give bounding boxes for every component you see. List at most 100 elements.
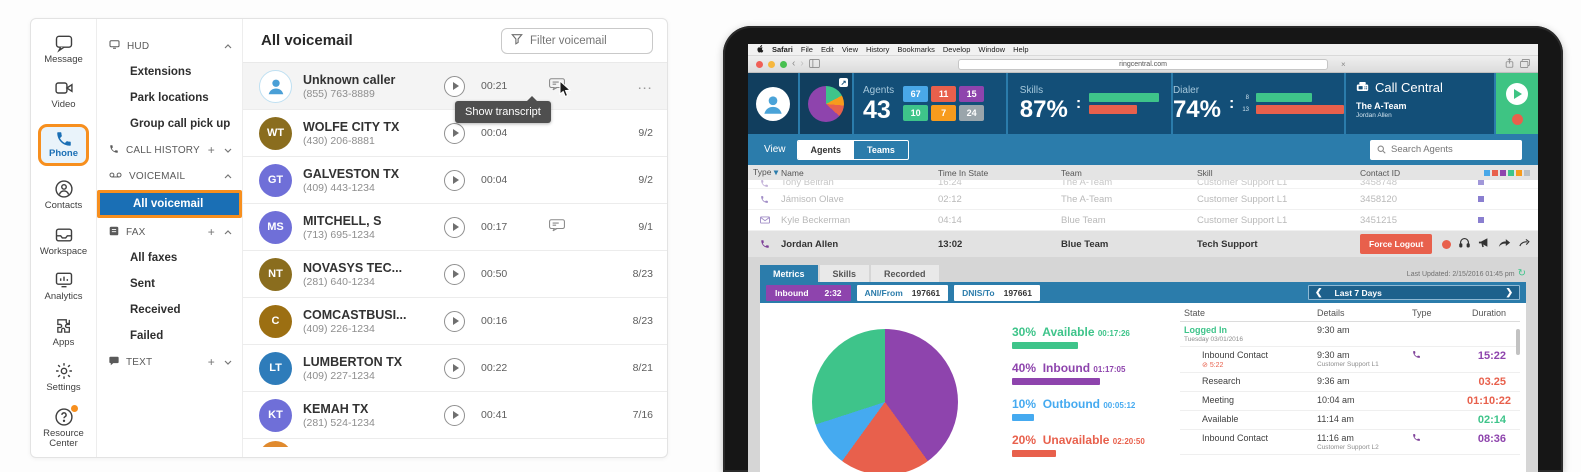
sidebar-section-fax[interactable]: FAX + (97, 219, 242, 245)
voicemail-row[interactable]: LT LUMBERTON TX (409) 227-1234 00:22 8/2… (243, 345, 667, 392)
sidebar-item-failed[interactable]: Failed (130, 330, 164, 342)
sidebar-item-all-voicemail[interactable]: All voicemail (97, 190, 242, 218)
sidebar-section-voicemail[interactable]: VOICEMAIL (97, 163, 242, 189)
rail-item-settings[interactable]: Settings (34, 361, 94, 393)
close-tab-icon[interactable]: × (1341, 59, 1346, 69)
filter-voicemail-input[interactable] (530, 34, 640, 47)
tab-recorded[interactable]: Recorded (871, 265, 939, 282)
agent-row-clipped[interactable]: Tony Beltran 16:24 The A-Team Customer S… (748, 180, 1538, 189)
share-icon[interactable] (1505, 58, 1514, 70)
search-agents-box[interactable] (1370, 139, 1522, 160)
show-transcript-icon[interactable] (548, 218, 566, 237)
chevron-up-icon[interactable] (224, 43, 232, 49)
search-agents-input[interactable] (1391, 144, 1506, 155)
agent-row[interactable]: Kyle Beckerman 04:14 Blue Team Customer … (748, 210, 1538, 231)
agents-tile[interactable]: Agents 43 67 11 15 10 7 24 (854, 73, 1006, 134)
chevron-up-icon[interactable] (224, 229, 232, 235)
transfer-arrow-icon[interactable] (1498, 238, 1511, 251)
chevron-right-icon[interactable]: ❯ (1505, 287, 1513, 297)
voicemail-row[interactable]: MS MITCHELL, S (713) 695-1234 00:17 9/1 (243, 204, 667, 251)
rail-item-video[interactable]: Video (34, 78, 94, 110)
tab-skills[interactable]: Skills (819, 265, 870, 282)
voicemail-row[interactable]: KT KEMAH TX (281) 524-1234 00:41 7/16 (243, 392, 667, 439)
force-logout-button[interactable]: Force Logout (1360, 234, 1433, 254)
add-icon[interactable]: + (207, 143, 215, 157)
menu-history[interactable]: History (866, 45, 890, 54)
add-icon[interactable]: + (207, 225, 215, 239)
more-menu-button[interactable]: ... (638, 80, 653, 92)
voicemail-row[interactable]: GT GALVESTON TX (409) 443-1234 00:04 9/2 (243, 157, 667, 204)
sidebar-item-extensions[interactable]: Extensions (130, 66, 192, 78)
rail-item-phone[interactable]: Phone (34, 123, 94, 167)
play-button[interactable] (444, 216, 465, 238)
record-button[interactable] (1511, 113, 1523, 125)
scrollbar-thumb[interactable] (1516, 329, 1520, 355)
rail-item-workspace[interactable]: Workspace (34, 225, 94, 257)
zoom-window-button[interactable] (780, 60, 787, 68)
filter-voicemail-box[interactable] (501, 27, 653, 54)
add-icon[interactable]: + (207, 355, 215, 369)
menu-edit[interactable]: Edit (820, 45, 834, 54)
sidebar-toggle-icon[interactable] (808, 55, 820, 73)
chevron-down-icon[interactable] (224, 360, 232, 365)
forward-button[interactable]: › (800, 58, 804, 69)
play-button[interactable] (1506, 82, 1528, 105)
tab-metrics[interactable]: Metrics (760, 265, 818, 282)
agent-row[interactable]: Jámison Olave 02:12 The A-Team Customer … (748, 189, 1538, 210)
chevron-up-icon[interactable] (224, 173, 232, 179)
hangup-arrow-icon[interactable] (1519, 238, 1532, 251)
rail-item-message[interactable]: Message (34, 33, 94, 65)
record-icon[interactable] (1442, 239, 1452, 249)
refresh-icon[interactable]: ↻ (1517, 268, 1526, 279)
listen-headset-icon[interactable] (1459, 237, 1471, 251)
play-button[interactable] (444, 169, 465, 191)
menu-help[interactable]: Help (1013, 45, 1029, 54)
sidebar-section-call-history[interactable]: CALL HISTORY + (97, 137, 242, 163)
menu-view[interactable]: View (841, 45, 859, 54)
play-button[interactable] (444, 263, 465, 285)
address-bar[interactable]: ringcentral.com (958, 58, 1328, 70)
summary-pie-tile[interactable]: ↗ (800, 73, 852, 134)
toggle-teams[interactable]: Teams (867, 144, 895, 155)
play-button[interactable] (444, 75, 465, 97)
show-transcript-icon[interactable] (548, 77, 566, 96)
minimize-window-button[interactable] (768, 60, 775, 68)
sidebar-section-text[interactable]: TEXT + (97, 349, 242, 375)
user-tile[interactable] (748, 73, 798, 134)
play-button[interactable] (444, 404, 465, 426)
rail-item-apps[interactable]: Apps (34, 316, 94, 348)
apple-icon[interactable] (757, 44, 764, 55)
skills-tile[interactable]: Skills 87% : (1008, 73, 1171, 134)
sidebar-item-park-locations[interactable]: Park locations (130, 92, 209, 104)
voicemail-row[interactable]: NT NOVASYS TEC... (281) 640-1234 00:50 8… (243, 251, 667, 298)
rail-item-contacts[interactable]: Contacts (34, 179, 94, 211)
play-button[interactable] (444, 357, 465, 379)
sidebar-item-received[interactable]: Received (130, 304, 181, 316)
menu-file[interactable]: File (800, 45, 813, 54)
sidebar-item-all-faxes[interactable]: All faxes (130, 252, 178, 264)
voicemail-row[interactable]: C COMCASTBUSI... (409) 226-1234 00:16 8/… (243, 298, 667, 345)
dialer-tile[interactable]: Dialer 74% : 8 13 (1172, 73, 1344, 134)
voicemail-row[interactable]: WT WOLFE CITY TX (430) 206-8881 00:04 9/… (243, 110, 667, 157)
toggle-agents[interactable]: Agents (797, 140, 855, 159)
tabs-overview-icon[interactable] (1520, 58, 1530, 70)
sidebar-section-hud[interactable]: HUD (97, 33, 242, 59)
sidebar-item-sent[interactable]: Sent (130, 278, 155, 290)
menu-bookmarks[interactable]: Bookmarks (897, 45, 935, 54)
close-window-button[interactable] (756, 60, 763, 68)
menu-window[interactable]: Window (978, 45, 1006, 54)
back-button[interactable]: ‹ (792, 58, 796, 69)
menu-develop[interactable]: Develop (942, 45, 971, 54)
menu-safari[interactable]: Safari (772, 45, 793, 54)
expand-icon[interactable]: ↗ (839, 78, 848, 87)
sort-icon[interactable]: ▾ (773, 167, 779, 177)
sidebar-item-group-call-pick-up[interactable]: Group call pick up (130, 118, 231, 130)
rail-item-analytics[interactable]: Analytics (34, 270, 94, 302)
chevron-down-icon[interactable] (224, 148, 232, 153)
agent-row-selected[interactable]: Jordan Allen 13:02 Blue Team Tech Suppor… (748, 231, 1538, 257)
play-button[interactable] (444, 122, 465, 144)
date-range-selector[interactable]: ❮ Last 7 Days ❯ (1308, 285, 1520, 300)
rail-item-resource-center[interactable]: Resource Center (34, 404, 94, 450)
voicemail-row[interactable]: Unknown caller (855) 763-8889 00:21 ... … (243, 63, 667, 123)
play-button[interactable] (444, 310, 465, 332)
